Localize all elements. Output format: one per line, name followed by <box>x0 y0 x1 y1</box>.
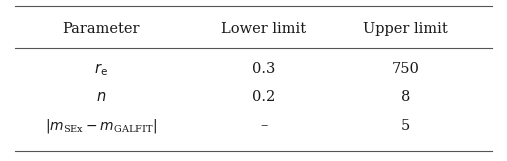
Text: 5: 5 <box>401 119 410 133</box>
Text: Lower limit: Lower limit <box>221 22 306 36</box>
Text: $r_\mathrm{e}$: $r_\mathrm{e}$ <box>94 61 108 78</box>
Text: $|m_\mathregular{SEx} - m_\mathregular{GALFIT}|$: $|m_\mathregular{SEx} - m_\mathregular{G… <box>46 117 157 135</box>
Text: 750: 750 <box>392 62 419 76</box>
Text: 8: 8 <box>401 90 410 104</box>
Text: $n$: $n$ <box>96 90 106 104</box>
Text: 0.3: 0.3 <box>252 62 275 76</box>
Text: 0.2: 0.2 <box>252 90 275 104</box>
Text: Parameter: Parameter <box>63 22 140 36</box>
Text: –: – <box>260 119 267 133</box>
Text: Upper limit: Upper limit <box>363 22 448 36</box>
